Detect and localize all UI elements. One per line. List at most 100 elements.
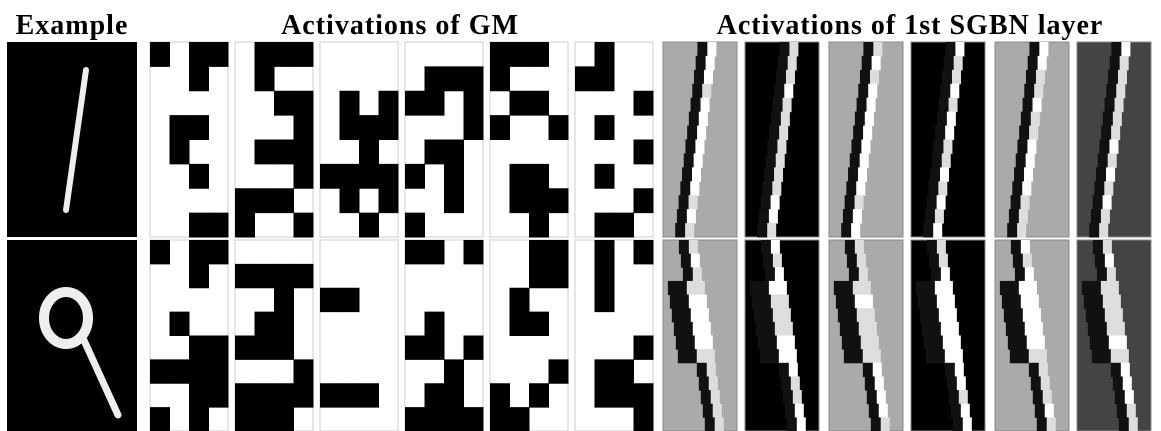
gm-block	[274, 383, 294, 407]
sgbn-light	[1129, 417, 1138, 431]
sgbn-dark	[1086, 308, 1105, 322]
sgbn-light	[853, 209, 862, 223]
sgbn-light	[1038, 56, 1047, 70]
gm-block	[340, 91, 360, 116]
sgbn-light	[1121, 363, 1130, 377]
sgbn-light	[1041, 376, 1050, 390]
sgbn-light	[875, 376, 884, 390]
gm-block	[255, 383, 275, 407]
sgbn-light	[933, 223, 942, 237]
gm-block	[634, 383, 654, 407]
sgbn-light	[858, 167, 867, 181]
sgbn-dark	[761, 240, 771, 254]
sgbn-light	[1029, 349, 1047, 363]
gm-block	[379, 115, 399, 140]
sgbn-light	[1033, 98, 1042, 112]
sgbn-light	[947, 112, 956, 126]
sgbn-light	[1113, 112, 1122, 126]
sgbn-dark	[763, 254, 773, 268]
sgbn-dark	[865, 376, 875, 390]
sgbn-dark	[1092, 349, 1111, 363]
sgbn-light	[857, 254, 866, 268]
gm-block	[575, 66, 595, 91]
gm-block	[150, 42, 170, 67]
gm-block	[444, 140, 464, 165]
sgbn-light	[1017, 223, 1026, 237]
sgbn-dark	[871, 417, 881, 431]
sgbn-light	[881, 417, 890, 431]
gm-block	[274, 264, 294, 288]
sgbn-dark	[850, 153, 860, 167]
gm-block	[294, 359, 314, 383]
sgbn-light	[872, 56, 881, 70]
gm-block	[209, 42, 229, 67]
sgbn-dark	[766, 153, 776, 167]
sgbn-dark	[689, 112, 699, 126]
sgbn-dark	[1021, 112, 1031, 126]
sgbn-light	[861, 336, 879, 350]
sgbn-dark	[1091, 209, 1101, 223]
gm-block	[209, 383, 229, 407]
sgbn-dark	[692, 84, 702, 98]
sgbn-dark	[1094, 181, 1104, 195]
sgbn-dark	[933, 140, 943, 154]
gm-block	[359, 164, 379, 189]
sgbn-dark	[1119, 417, 1129, 431]
sgbn-dark	[935, 126, 945, 140]
sgbn-light	[937, 195, 946, 209]
sgbn-light	[879, 404, 888, 418]
sgbn-light	[777, 140, 786, 154]
sgbn-dark	[939, 98, 949, 112]
gm-block	[405, 407, 425, 431]
sgbn-dark	[679, 195, 689, 209]
sgbn-dark	[759, 209, 769, 223]
sgbn-dark	[869, 404, 879, 418]
gm-block	[235, 213, 255, 238]
sgbn-light	[772, 181, 781, 195]
gm-block	[464, 115, 484, 140]
gm-block	[425, 66, 445, 91]
gm-block	[634, 188, 654, 213]
gm-block	[209, 336, 229, 360]
sgbn-dark	[929, 254, 939, 268]
sgbn-dark	[1108, 70, 1118, 84]
sgbn-light	[777, 336, 795, 350]
sgbn-dark	[923, 223, 933, 237]
gm-block	[634, 407, 654, 431]
sgbn-dark	[771, 112, 781, 126]
gm-block	[294, 383, 314, 407]
gm-block	[510, 42, 530, 67]
sgbn-dark	[760, 349, 779, 363]
sgbn-light	[773, 308, 791, 322]
sgbn-dark	[931, 267, 941, 281]
sgbn-light	[1045, 404, 1054, 418]
sgbn-dark	[779, 42, 789, 56]
sgbn-light	[1025, 267, 1034, 281]
sgbn-dark	[1093, 195, 1103, 209]
sgbn-light	[1111, 126, 1120, 140]
sgbn-dark	[857, 98, 867, 112]
gm-block	[425, 91, 445, 116]
sgbn-dark	[1090, 336, 1109, 350]
sgbn-dark	[678, 349, 697, 363]
gm-block	[444, 383, 464, 407]
gm-block	[235, 407, 255, 431]
gm-block	[529, 42, 549, 67]
gm-block	[490, 407, 510, 431]
figure: Example Activations of GM Activations of…	[0, 0, 1161, 431]
sgbn-light	[1025, 322, 1043, 336]
sgbn-light	[701, 98, 710, 112]
sgbn-dark	[679, 240, 689, 254]
sgbn-light	[1026, 153, 1035, 167]
example-title: Example	[16, 10, 129, 41]
sgbn-dark	[1009, 209, 1019, 223]
sgbn-dark	[1097, 267, 1107, 281]
sgbn-dark	[851, 140, 861, 154]
sgbn-dark	[922, 322, 941, 336]
sgbn-dark	[1103, 112, 1113, 126]
sgbn-dark	[840, 322, 859, 336]
sgbn-light	[715, 417, 724, 431]
sgbn-dark	[1017, 140, 1027, 154]
sgbn-dark	[847, 254, 857, 268]
sgbn-dark	[758, 336, 777, 350]
